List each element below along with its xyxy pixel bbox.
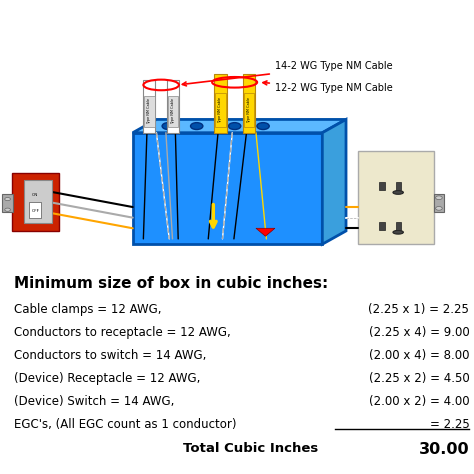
Polygon shape xyxy=(256,228,275,236)
Text: (2.25 x 2) = 4.50: (2.25 x 2) = 4.50 xyxy=(369,372,469,385)
Bar xyxy=(434,194,444,212)
Bar xyxy=(214,74,227,133)
Ellipse shape xyxy=(393,191,403,194)
Bar xyxy=(24,181,52,223)
Text: Type NM Cable: Type NM Cable xyxy=(219,97,222,123)
Text: 14-2 WG Type NM Cable: 14-2 WG Type NM Cable xyxy=(182,61,392,86)
Circle shape xyxy=(191,123,203,129)
Text: Type NM Cable: Type NM Cable xyxy=(147,99,151,125)
Text: (Device) Receptacle = 12 AWG,: (Device) Receptacle = 12 AWG, xyxy=(14,372,201,385)
Circle shape xyxy=(436,207,442,210)
Text: 12-2 WG Type NM Cable: 12-2 WG Type NM Cable xyxy=(263,81,392,92)
Bar xyxy=(133,133,322,244)
Circle shape xyxy=(162,123,174,129)
Bar xyxy=(29,202,41,218)
Text: Conductors to switch = 14 AWG,: Conductors to switch = 14 AWG, xyxy=(14,349,207,362)
Bar xyxy=(244,93,254,128)
Text: (2.25 x 1) = 2.25: (2.25 x 1) = 2.25 xyxy=(368,303,469,316)
Text: (Device) Switch = 14 AWG,: (Device) Switch = 14 AWG, xyxy=(14,395,174,408)
Text: (2.00 x 2) = 4.00: (2.00 x 2) = 4.00 xyxy=(369,395,469,408)
Bar xyxy=(379,182,385,190)
Text: Type NM Cable: Type NM Cable xyxy=(171,99,175,125)
Polygon shape xyxy=(133,119,346,133)
Text: Conductors to receptacle = 12 AWG,: Conductors to receptacle = 12 AWG, xyxy=(14,326,231,339)
Text: (2.25 x 4) = 9.00: (2.25 x 4) = 9.00 xyxy=(369,326,469,339)
Text: OFF: OFF xyxy=(31,210,39,213)
Bar xyxy=(167,80,179,133)
Circle shape xyxy=(257,123,269,129)
Bar xyxy=(143,80,155,133)
Text: Type NM Cable: Type NM Cable xyxy=(247,97,251,123)
Bar xyxy=(168,96,178,128)
Bar xyxy=(215,93,226,128)
Circle shape xyxy=(5,198,10,201)
Bar xyxy=(396,222,401,229)
Text: Minimum size of box in cubic inches:: Minimum size of box in cubic inches: xyxy=(14,276,328,291)
Ellipse shape xyxy=(393,230,403,234)
Bar xyxy=(2,194,13,212)
Bar xyxy=(379,222,385,229)
Text: Total Cubic Inches: Total Cubic Inches xyxy=(183,442,319,455)
Bar xyxy=(12,173,59,231)
Text: ON: ON xyxy=(32,193,38,198)
Text: (2.00 x 4) = 8.00: (2.00 x 4) = 8.00 xyxy=(369,349,469,362)
Circle shape xyxy=(228,123,241,129)
Circle shape xyxy=(436,196,442,200)
Polygon shape xyxy=(322,119,346,244)
Circle shape xyxy=(5,208,10,211)
Bar xyxy=(396,182,401,190)
Bar xyxy=(243,74,255,133)
Text: = 2.25: = 2.25 xyxy=(429,418,469,431)
Text: Cable clamps = 12 AWG,: Cable clamps = 12 AWG, xyxy=(14,303,162,316)
Text: 30.00: 30.00 xyxy=(419,442,469,456)
Bar xyxy=(358,151,434,244)
Text: EGC's, (All EGC count as 1 conductor): EGC's, (All EGC count as 1 conductor) xyxy=(14,418,237,431)
Bar xyxy=(144,96,155,128)
